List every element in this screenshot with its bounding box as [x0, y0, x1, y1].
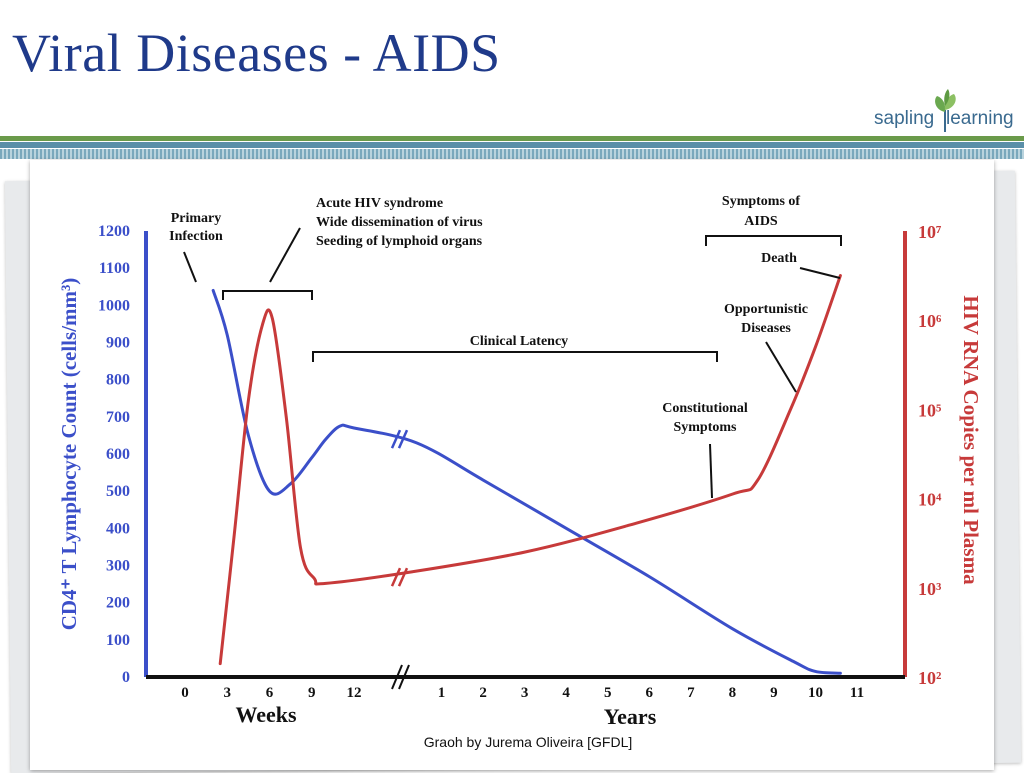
pointer-primary-infection — [183, 251, 197, 283]
years-tick-label: 3 — [521, 685, 529, 701]
rna-tick-label: 10⁶ — [918, 311, 942, 331]
annotation-acute-hiv: Acute HIV syndrome — [316, 196, 443, 211]
sprout-icon — [935, 89, 956, 132]
cd4-tick-label: 600 — [106, 446, 130, 463]
annotation-clinical-latency: Clinical Latency — [470, 334, 568, 349]
rna-tick-label: 10³ — [918, 579, 942, 599]
axis-break-mark — [391, 664, 403, 690]
cd4-tick-label: 0 — [122, 669, 130, 686]
annotation-primary-infection: Primary — [171, 211, 222, 226]
rna-break-mark — [390, 567, 402, 587]
years-tick-label: 10 — [808, 685, 823, 701]
rna-tick-label: 10⁴ — [918, 490, 942, 510]
cd4-break-mark — [390, 429, 402, 449]
rna-tick-label: 10⁵ — [918, 400, 942, 420]
cd4-tick-label: 1000 — [98, 297, 130, 314]
weeks-tick-label: 9 — [308, 685, 316, 701]
cd4-tick-label: 1200 — [98, 223, 130, 240]
annotation-primary-infection: Infection — [169, 229, 223, 244]
rna-series-line — [218, 274, 842, 666]
cd4-tick-label: 800 — [106, 372, 130, 389]
bracket-clinical-latency — [312, 351, 718, 362]
cd4-tick-label: 400 — [106, 520, 130, 537]
annotation-acute-hiv: Wide dissemination of virus — [316, 215, 483, 230]
pointer-constitutional — [709, 443, 713, 499]
cd4-series-line — [211, 288, 842, 675]
pointer-death — [799, 267, 841, 279]
cd4-tick-label: 900 — [106, 335, 130, 352]
annotation-constitutional: Constitutional — [662, 401, 748, 416]
years-tick-label: 9 — [770, 685, 778, 701]
annotation-opportunistic: Diseases — [741, 321, 791, 336]
annotation-symptoms-aids: AIDS — [744, 214, 778, 229]
weeks-tick-label: 12 — [347, 685, 362, 701]
sapling-learning-logo: sapling learning — [870, 88, 1020, 134]
pointer-opportunistic — [765, 341, 797, 393]
cd4-break-mark — [397, 429, 409, 449]
years-tick-label: 7 — [687, 685, 695, 701]
cd4-tick-label: 200 — [106, 595, 130, 612]
cd4-axis-title: CD4⁺ T Lymphocyte Count (cells/mm³) — [57, 278, 81, 631]
rna-tick-label: 10² — [918, 668, 941, 688]
annotation-acute-hiv: Seeding of lymphoid organs — [316, 234, 483, 249]
logo-text-left: sapling — [874, 108, 935, 129]
weeks-tick-label: 0 — [181, 685, 189, 701]
annotation-symptoms-aids: Symptoms of — [722, 194, 801, 209]
cd4-tick-label: 100 — [106, 632, 130, 649]
image-credit: Graoh by Jurema Oliveira [GFDL] — [423, 734, 633, 750]
annotation-death: Death — [761, 251, 797, 266]
annotation-opportunistic: Opportunistic — [724, 302, 808, 317]
cd4-tick-label: 1100 — [99, 260, 130, 277]
years-tick-label: 1 — [438, 685, 446, 701]
years-tick-label: 11 — [850, 685, 864, 701]
rna-axis-title: HIV RNA Copies per ml Plasma — [959, 295, 983, 585]
years-tick-label: 8 — [729, 685, 737, 701]
header-band-stripes — [0, 149, 1024, 159]
cd4-tick-label: 500 — [106, 483, 130, 500]
axis-break-mark — [398, 664, 410, 690]
annotation-constitutional: Symptoms — [673, 420, 737, 435]
rna-tick-label: 10⁷ — [918, 222, 942, 242]
slide-title: Viral Diseases - AIDS — [12, 23, 501, 83]
bracket-symptoms-aids — [705, 235, 842, 246]
years-tick-label: 6 — [646, 685, 654, 701]
cd4-tick-label: 700 — [106, 409, 130, 426]
header-band-green — [0, 136, 1024, 141]
years-tick-label: 4 — [562, 685, 570, 701]
bracket-acute-phase — [222, 290, 313, 300]
rna-break-mark — [397, 567, 409, 587]
years-tick-label: 5 — [604, 685, 612, 701]
cd4-tick-label: 300 — [106, 558, 130, 575]
weeks-tick-label: 3 — [224, 685, 232, 701]
years-axis-title: Years — [604, 704, 657, 729]
years-tick-label: 2 — [479, 685, 487, 701]
chart-paper — [30, 160, 994, 770]
pointer-acute-hiv — [269, 227, 301, 283]
weeks-axis-title: Weeks — [235, 702, 297, 727]
logo-text-right: learning — [946, 108, 1014, 129]
weeks-tick-label: 6 — [266, 685, 274, 701]
header-band-blue — [0, 142, 1024, 148]
